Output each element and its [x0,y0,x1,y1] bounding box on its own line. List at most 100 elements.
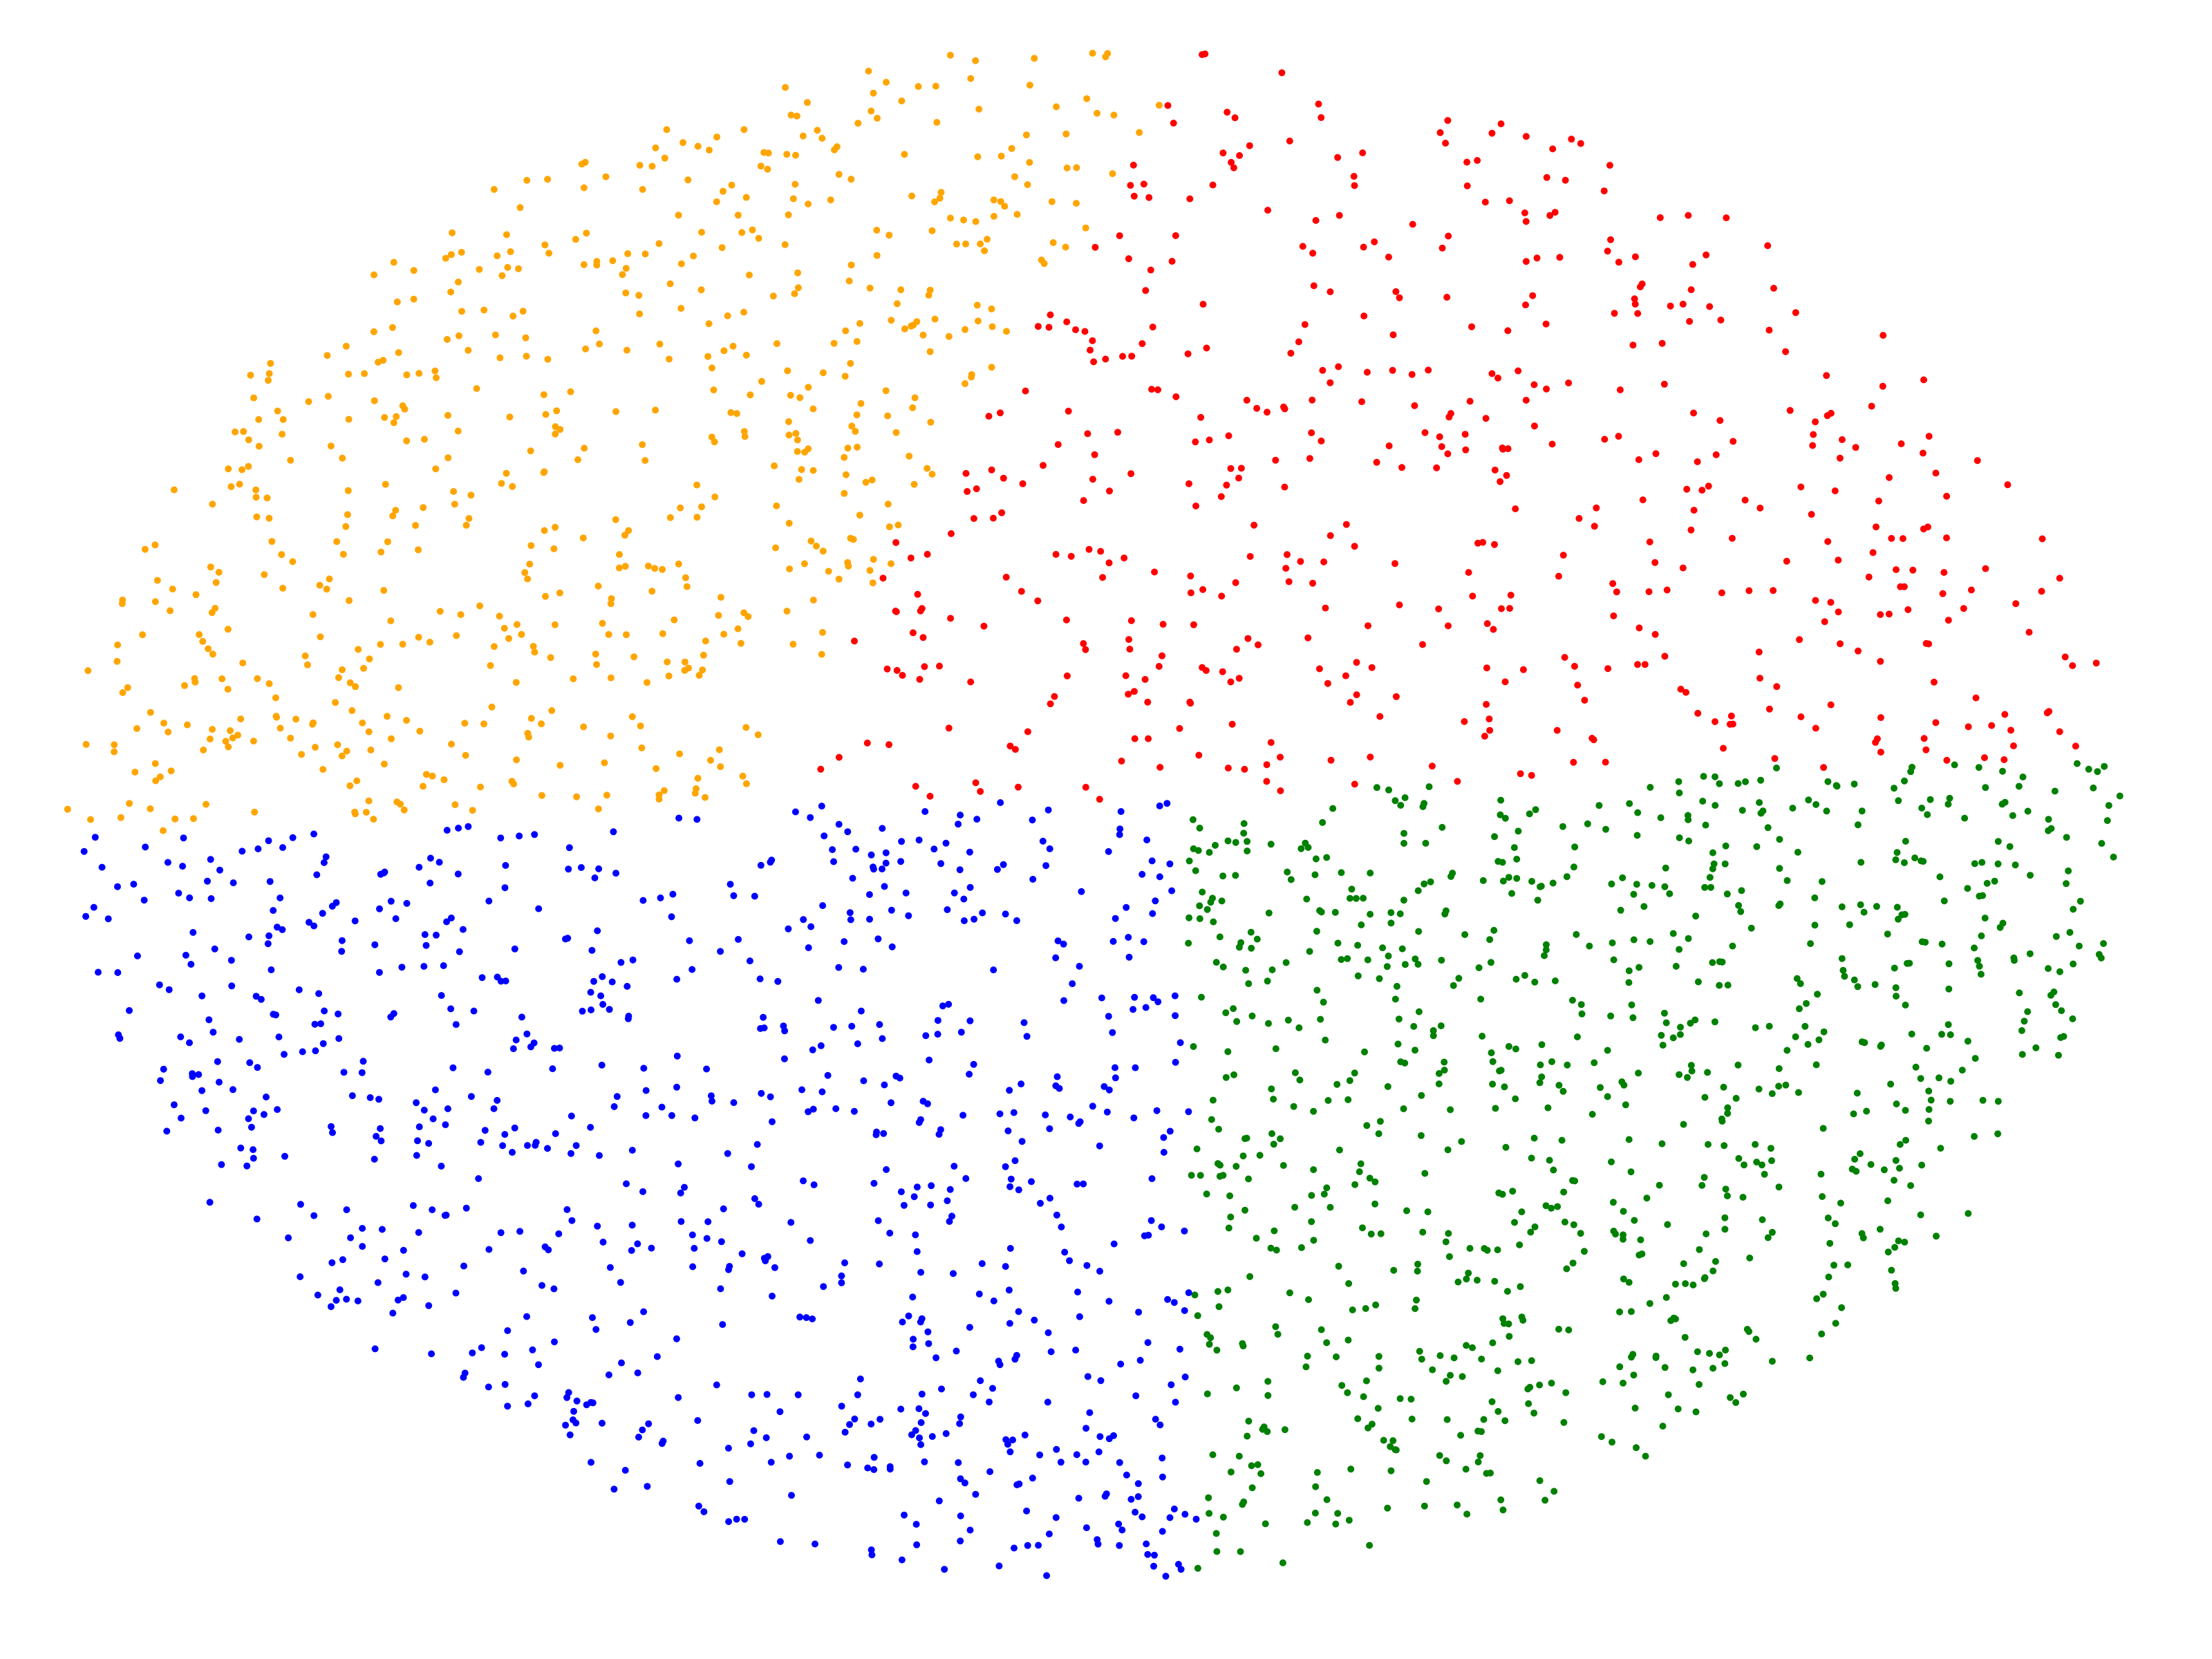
cluster-green-point [1625,979,1633,986]
cluster-blue-point [868,1551,876,1559]
cluster-green-point [1415,928,1423,935]
cluster-red-point [1376,713,1384,720]
cluster-red-point [1018,588,1025,595]
cluster-orange-point [465,346,472,354]
cluster-green-point [1505,874,1512,881]
cluster-blue-point [214,1058,221,1065]
cluster-red-point [1635,456,1642,463]
cluster-green-point [1765,1022,1773,1030]
cluster-green-point [1197,1172,1204,1179]
cluster-red-point [1230,164,1237,171]
cluster-red-point [1277,753,1284,761]
cluster-blue-point [438,1163,445,1170]
cluster-green-point [1462,1465,1470,1473]
cluster-blue-point [1066,1257,1074,1264]
cluster-red-point [1783,557,1790,565]
cluster-blue-point [996,1110,1004,1118]
cluster-green-point [1338,956,1345,964]
cluster-green-point [1659,1042,1667,1049]
cluster-red-point [1497,120,1505,128]
cluster-green-point [1947,1098,1954,1105]
cluster-green-point [1676,1031,1684,1038]
cluster-orange-point [901,151,908,158]
cluster-red-point [1461,431,1469,438]
cluster-orange-point [853,411,861,419]
cluster-red-point [1770,285,1777,292]
cluster-orange-point [556,762,564,769]
cluster-red-point [1454,778,1461,785]
cluster-green-point [2066,928,2074,936]
cluster-green-point [1804,1040,1812,1048]
cluster-orange-point [395,684,402,691]
cluster-orange-point [303,661,311,668]
cluster-blue-point [691,1244,698,1252]
cluster-blue-point [351,917,359,925]
cluster-red-point [1919,449,1927,457]
cluster-blue-point [348,1092,356,1100]
cluster-green-point [1721,860,1729,868]
cluster-orange-point [494,252,501,260]
cluster-orange-point [442,254,449,262]
cluster-orange-point [580,261,588,268]
cluster-green-point [2056,968,2063,975]
cluster-orange-point [724,312,731,319]
cluster-blue-point [1018,1138,1026,1145]
cluster-green-point [1631,1217,1638,1224]
cluster-orange-point [699,666,706,674]
cluster-blue-point [433,931,440,939]
cluster-blue-point [888,943,896,950]
cluster-green-point [1853,1089,1861,1097]
cluster-red-point [1119,353,1126,360]
cluster-green-point [1994,1130,2002,1138]
cluster-green-point [1846,921,1853,928]
cluster-green-point [1838,1304,1846,1311]
cluster-blue-point [420,963,428,970]
cluster-red-point [1972,694,1980,702]
cluster-red-point [1581,697,1588,704]
cluster-green-point [1711,1018,1718,1026]
cluster-orange-point [897,286,905,294]
cluster-red-point [1533,254,1541,262]
cluster-green-point [1323,854,1331,861]
cluster-blue-point [713,1381,720,1389]
cluster-red-point [863,739,871,747]
cluster-orange-point [847,359,854,367]
cluster-red-point [1312,216,1320,224]
cluster-green-point [1700,773,1707,780]
cluster-blue-point [572,1142,580,1150]
cluster-blue-point [719,1321,727,1329]
cluster-red-point [1125,691,1132,698]
cluster-green-point [1918,1161,1926,1169]
cluster-orange-point [760,149,768,156]
cluster-green-point [1474,1459,1482,1465]
cluster-blue-point [565,1389,572,1396]
cluster-green-point [1635,1069,1642,1077]
cluster-green-point [1227,1213,1235,1221]
cluster-blue-point [688,966,696,973]
cluster-green-point [1208,1116,1215,1123]
cluster-blue-point [1045,1530,1053,1538]
cluster-green-point [1418,1091,1425,1099]
cluster-green-point [1210,918,1217,926]
cluster-orange-point [988,364,995,371]
cluster-orange-point [420,782,427,790]
cluster-red-point [1052,551,1060,558]
cluster-green-point [1480,1416,1488,1423]
cluster-red-point [1140,180,1147,188]
cluster-green-point [1858,807,1866,815]
cluster-blue-point [270,1011,277,1018]
cluster-blue-point [919,1098,927,1105]
cluster-orange-point [946,51,954,59]
cluster-orange-point [796,394,804,402]
cluster-orange-point [1073,200,1080,207]
cluster-blue-point [730,892,738,899]
cluster-blue-point [819,902,827,910]
cluster-orange-point [380,587,388,594]
cluster-red-point [1506,605,1513,612]
cluster-orange-point [906,452,913,460]
cluster-red-point [1756,505,1764,512]
cluster-red-point [2025,628,2033,636]
cluster-blue-point [535,905,543,912]
cluster-blue-point [545,1246,552,1254]
cluster-green-point [1338,869,1345,877]
